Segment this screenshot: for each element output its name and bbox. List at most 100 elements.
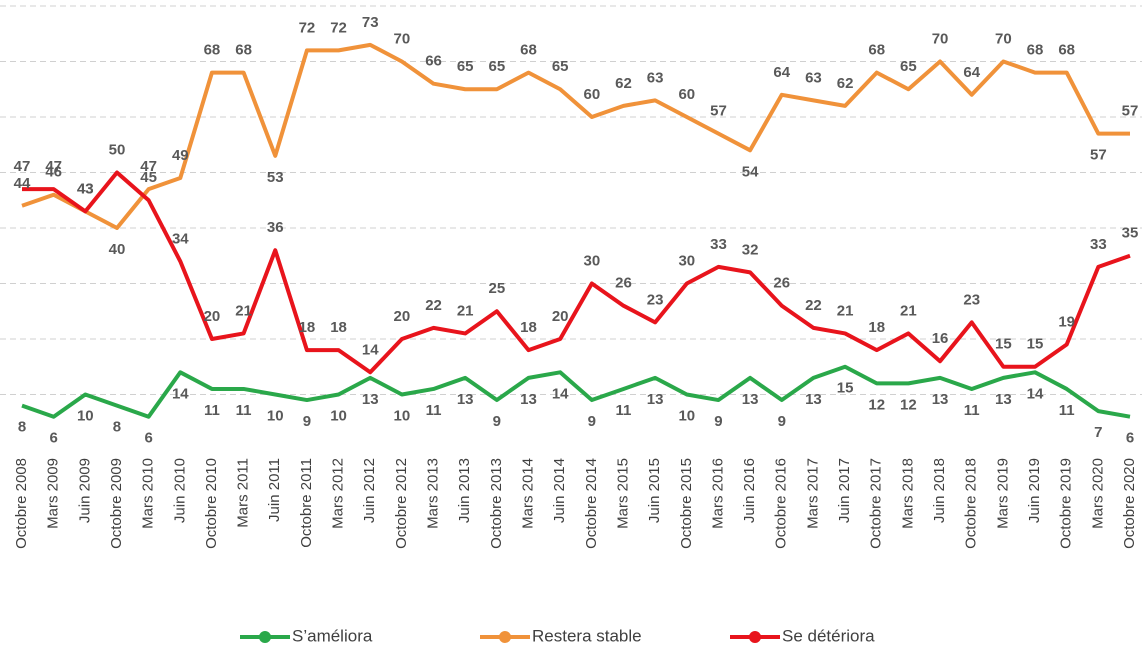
legend-marker — [749, 631, 761, 643]
data-label: 13 — [362, 391, 379, 408]
x-tick-label: Juin 2016 — [741, 458, 758, 523]
data-label: 43 — [77, 180, 94, 197]
x-tick-label: Octobre 2013 — [488, 458, 505, 549]
data-label: 65 — [457, 58, 474, 75]
data-label: 22 — [425, 297, 442, 314]
legend-label: Restera stable — [532, 626, 642, 645]
data-label: 13 — [457, 391, 474, 408]
x-tick-label: Mars 2019 — [994, 458, 1011, 529]
data-label: 7 — [1094, 424, 1102, 441]
data-label: 44 — [14, 175, 31, 192]
data-label: 15 — [995, 336, 1012, 353]
x-tick-label: Octobre 2012 — [393, 458, 410, 549]
data-label: 20 — [394, 308, 411, 325]
x-tick-label: Octobre 2014 — [583, 458, 600, 549]
data-label: 57 — [1122, 103, 1139, 120]
data-label: 47 — [140, 158, 157, 175]
series-line — [21, 364, 1131, 419]
x-tick-label: Mars 2014 — [519, 458, 536, 529]
data-label: 72 — [330, 19, 347, 36]
x-tick-label: Octobre 2015 — [678, 458, 695, 549]
data-label: 21 — [235, 302, 252, 319]
data-label: 26 — [615, 275, 632, 292]
x-tick-label: Octobre 2017 — [868, 458, 885, 549]
x-tick-label: Juin 2012 — [361, 458, 378, 523]
data-label: 68 — [204, 42, 221, 59]
x-tick-label: Juin 2011 — [266, 458, 283, 522]
x-tick-label: Mars 2010 — [140, 458, 157, 529]
data-label: 50 — [109, 141, 126, 158]
data-label: 21 — [900, 302, 917, 319]
x-tick-label: Juin 2010 — [171, 458, 188, 523]
x-tick-label: Mars 2018 — [899, 458, 916, 529]
x-tick-label: Juin 2017 — [836, 458, 853, 523]
data-label: 63 — [805, 69, 822, 86]
data-label: 21 — [837, 302, 854, 319]
data-label: 13 — [932, 391, 949, 408]
x-tick-label: Juin 2019 — [1026, 458, 1043, 523]
data-label: 12 — [868, 396, 885, 413]
x-tick-label: Juin 2014 — [551, 458, 568, 523]
data-label: 35 — [1122, 225, 1139, 242]
data-label: 11 — [426, 402, 442, 419]
data-label: 70 — [995, 30, 1012, 47]
data-label: 72 — [299, 19, 316, 36]
data-label: 9 — [303, 413, 311, 430]
data-label: 43 — [77, 180, 94, 197]
data-label: 14 — [172, 385, 189, 402]
data-label: 15 — [837, 380, 854, 397]
x-tick-label: Octobre 2018 — [963, 458, 980, 549]
data-label: 9 — [588, 413, 596, 430]
x-tick-label: Mars 2011 — [235, 458, 252, 528]
x-tick-label: Octobre 2009 — [108, 458, 125, 549]
data-label: 23 — [963, 291, 980, 308]
x-tick-label: Octobre 2016 — [773, 458, 790, 549]
data-label: 68 — [1058, 42, 1075, 59]
x-tick-label: Juin 2009 — [76, 458, 93, 523]
data-label: 11 — [1059, 402, 1075, 419]
data-label: 53 — [267, 169, 284, 186]
legend-marker — [259, 631, 271, 643]
series-line — [21, 42, 1130, 230]
data-label: 30 — [678, 252, 695, 269]
data-label: 33 — [710, 236, 727, 253]
data-label: 13 — [520, 391, 537, 408]
data-label: 47 — [45, 158, 62, 175]
data-label: 49 — [172, 147, 189, 164]
data-label: 26 — [773, 275, 790, 292]
data-label: 54 — [742, 163, 759, 180]
data-label: 8 — [18, 419, 26, 436]
data-label: 22 — [805, 297, 822, 314]
x-tick-label: Octobre 2020 — [1121, 458, 1138, 549]
data-label: 68 — [520, 42, 537, 59]
data-label: 70 — [932, 30, 949, 47]
x-tick-label: Mars 2009 — [45, 458, 62, 529]
data-label: 14 — [362, 341, 379, 358]
series-line — [22, 170, 1131, 375]
legend-label: Se détériora — [782, 626, 875, 645]
data-label: 60 — [583, 86, 600, 103]
data-label: 6 — [144, 430, 152, 447]
data-label: 18 — [299, 319, 316, 336]
data-label: 20 — [204, 308, 221, 325]
data-label: 40 — [109, 241, 126, 258]
data-label: 21 — [457, 302, 474, 319]
data-label: 60 — [678, 86, 695, 103]
data-label: 6 — [1126, 430, 1134, 447]
data-label: 11 — [204, 402, 220, 419]
data-label: 65 — [900, 58, 917, 75]
data-label: 23 — [647, 291, 664, 308]
data-label: 68 — [868, 42, 885, 59]
x-tick-label: Mars 2015 — [614, 458, 631, 529]
x-tick-label: Octobre 2011 — [298, 458, 315, 548]
data-label: 10 — [77, 407, 94, 424]
x-tick-label: Mars 2017 — [804, 458, 821, 529]
x-tick-label: Octobre 2019 — [1058, 458, 1075, 549]
data-label: 68 — [235, 42, 252, 59]
data-label: 9 — [493, 413, 501, 430]
data-label: 62 — [615, 75, 632, 92]
data-label: 13 — [647, 391, 664, 408]
data-label: 62 — [837, 75, 854, 92]
x-tick-label: Juin 2018 — [931, 458, 948, 523]
